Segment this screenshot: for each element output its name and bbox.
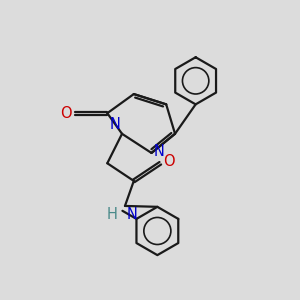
Text: N: N	[126, 207, 137, 222]
Text: H: H	[107, 207, 118, 222]
Text: O: O	[163, 154, 175, 169]
Text: N: N	[110, 117, 121, 132]
Text: O: O	[60, 106, 71, 121]
Text: N: N	[154, 144, 165, 159]
